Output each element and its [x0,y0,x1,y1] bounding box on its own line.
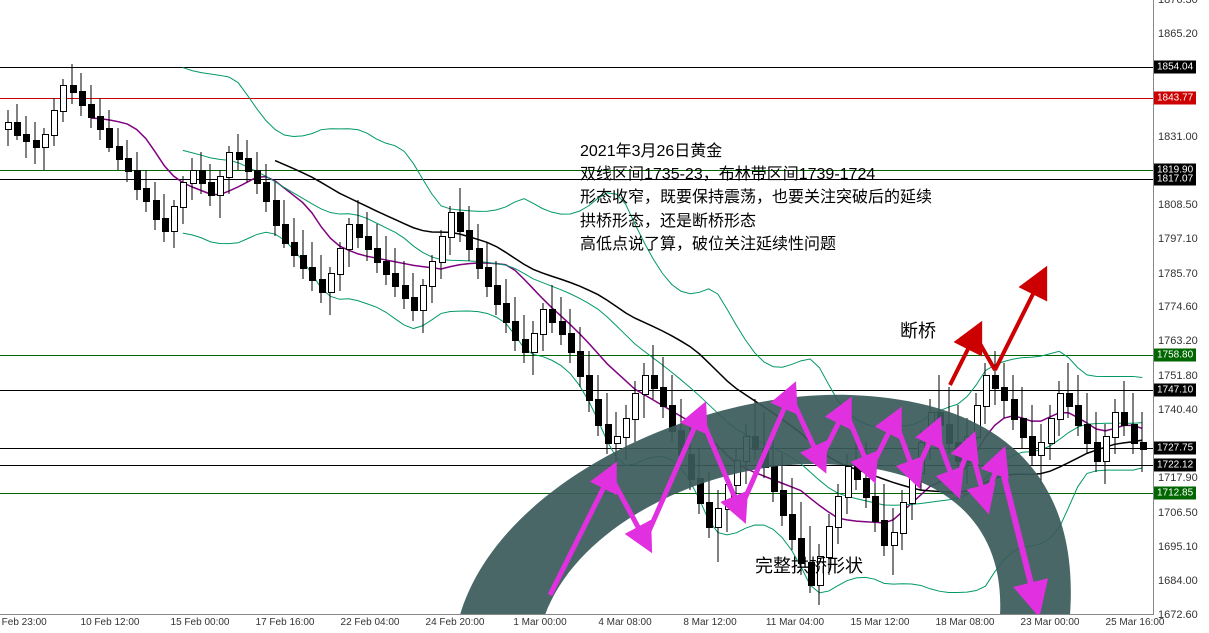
y-tick: 1763.20 [1158,335,1198,347]
y-tick: 1797.10 [1158,233,1198,245]
indicator-lines-svg [0,0,1154,615]
horizontal-level-line [0,493,1154,494]
annotation-arch-label: 完整拱桥形状 [755,553,863,579]
annotation-title-block: 2021年3月26日黄金双线区间1735-23，布林带区间1739-1724形态… [580,140,932,256]
x-tick: 1 Mar 00:00 [513,617,566,628]
horizontal-level-line [0,390,1154,391]
y-axis: 1876.30 1865.20 1831.00 1808.50 1797.10 1785.… [1153,0,1209,615]
x-tick: 23 Mar 00:00 [1021,617,1080,628]
y-tick: 1831.00 [1158,131,1198,143]
y-tick-boxed: 1712.85 [1154,487,1196,500]
y-tick-boxed: 1758.80 [1154,348,1196,361]
x-axis: 7 Feb 23:00 10 Feb 12:00 15 Feb 00:00 17 Fe… [0,614,1154,633]
y-tick: 1717.90 [1158,472,1198,484]
y-tick-boxed: 1843.77 [1154,92,1196,105]
x-tick: 24 Feb 20:00 [426,617,485,628]
y-tick: 1774.60 [1158,301,1198,313]
y-tick: 1808.50 [1158,199,1198,211]
horizontal-level-line [0,448,1154,449]
x-tick: 18 Mar 08:00 [936,617,995,628]
annotation-line: 高低点说了算，破位关注延续性问题 [580,233,932,256]
y-tick-boxed: 1854.04 [1154,61,1196,74]
horizontal-level-line [0,98,1154,99]
annotation-line: 双线区间1735-23，布林带区间1739-1724 [580,163,932,186]
x-tick: 11 Mar 04:00 [766,617,824,628]
annotation-svg [0,0,1154,615]
y-tick: 1751.80 [1158,370,1198,382]
x-tick: 15 Feb 00:00 [171,617,230,628]
annotation-line: 2021年3月26日黄金 [580,140,932,163]
y-tick: 1695.10 [1158,541,1198,553]
annotation-line: 形态收窄，既要保持震荡，也要关注突破后的延续 [580,186,932,209]
x-tick: 10 Feb 12:00 [81,617,140,628]
y-tick: 1740.40 [1158,404,1198,416]
y-tick: 1785.70 [1158,268,1198,280]
chart-container: 1876.30 1865.20 1831.00 1808.50 1797.10 1785.… [0,0,1209,633]
y-tick: 1876.30 [1158,0,1198,6]
y-tick-boxed: 1817.07 [1154,172,1196,185]
x-tick: 17 Feb 16:00 [256,617,315,628]
x-tick: 25 Mar 16:00 [1106,617,1165,628]
x-tick: 15 Mar 12:00 [851,617,910,628]
y-tick-boxed: 1747.10 [1154,384,1196,397]
x-tick: 22 Feb 04:00 [341,617,400,628]
y-tick-boxed: 1722.12 [1154,459,1196,472]
horizontal-level-line [0,170,1154,171]
horizontal-level-line [0,179,1154,180]
annotation-break-label: 断桥 [900,318,936,344]
y-tick: 1706.50 [1158,507,1198,519]
y-tick: 1684.00 [1158,575,1198,587]
y-tick-boxed: 1727.75 [1154,442,1196,455]
annotation-line: 拱桥形态，还是断桥形态 [580,210,932,233]
x-tick: 4 Mar 08:00 [598,617,651,628]
x-tick: 8 Mar 12:00 [683,617,736,628]
x-tick: 7 Feb 23:00 [0,617,47,628]
y-tick: 1865.20 [1158,28,1198,40]
horizontal-level-line [0,465,1154,466]
horizontal-level-line [0,67,1154,68]
